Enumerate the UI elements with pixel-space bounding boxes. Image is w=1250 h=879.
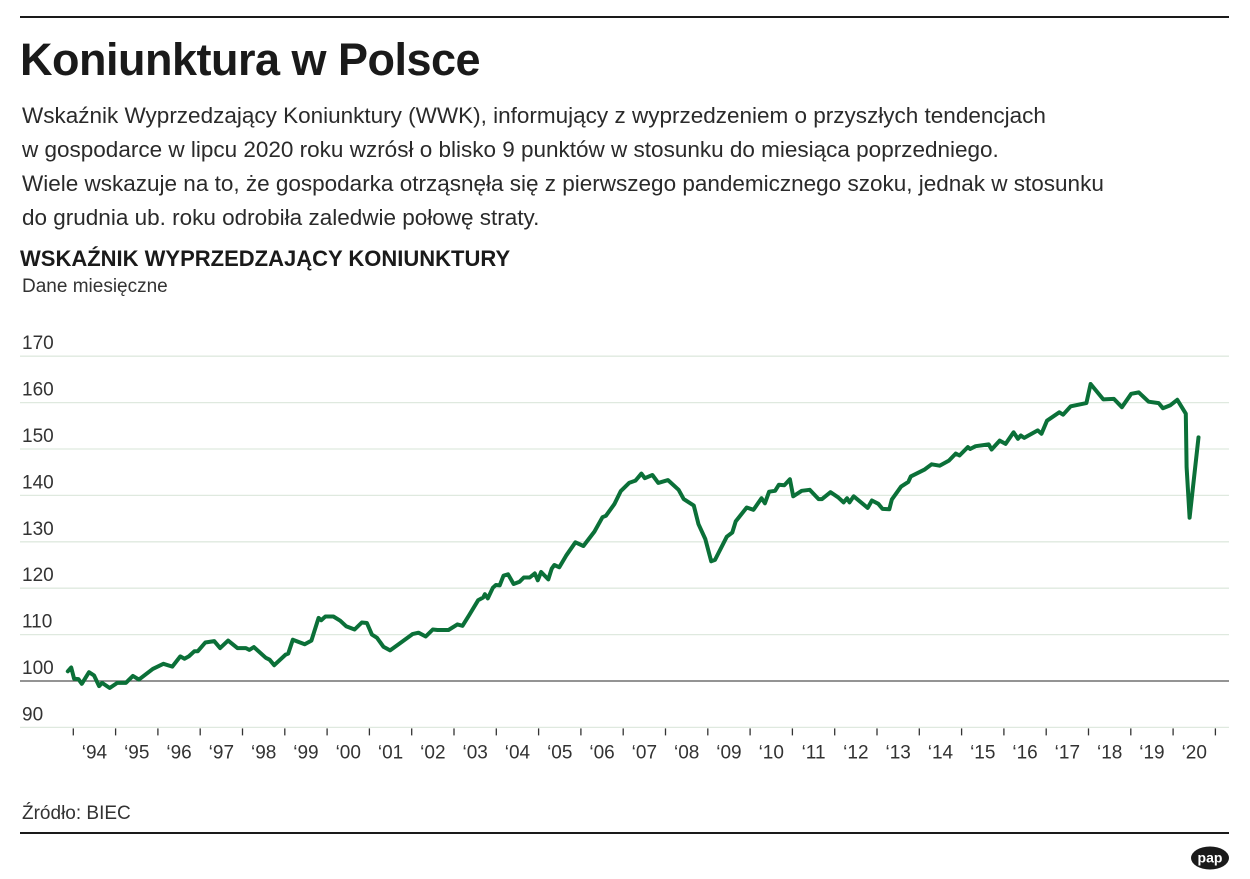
x-axis: ‘94 ‘95 ‘96 ‘97 ‘98 ‘99 ‘00 ‘01 ‘02 ‘03 ‘04 ‘05 ‘06 ‘… [72, 728, 1217, 763]
x-tick-label: ‘11 [802, 742, 826, 763]
description-line: w gospodarce w lipcu 2020 roku wzrósł o … [22, 137, 999, 162]
x-tick-label: ‘12 [843, 742, 868, 763]
x-tick-label: ‘14 [928, 742, 954, 763]
x-tick-label: ‘15 [970, 742, 995, 763]
x-tick-label: ‘94 [82, 742, 108, 763]
x-tick-label: ‘01 [378, 742, 403, 763]
pap-logo: pap [1191, 846, 1229, 870]
series-line [65, 382, 1201, 690]
gridlines: 90 100 110 120 130 140 150 160 170 [20, 333, 1229, 729]
x-tick-label: ‘10 [759, 742, 784, 763]
source-note: Źródło: BIEC [22, 803, 131, 824]
x-tick-label: ‘04 [505, 742, 531, 763]
x-tick-label: ‘20 [1182, 742, 1207, 763]
top-rule [20, 16, 1229, 18]
y-tick-label: 150 [22, 426, 54, 447]
description-line: Wiele wskazuje na to, że gospodarka otrz… [22, 171, 1104, 196]
y-tick-label: 130 [22, 519, 54, 540]
x-tick-label: ‘06 [589, 742, 614, 763]
x-tick-label: ‘00 [336, 742, 361, 763]
x-tick-label: ‘17 [1055, 742, 1080, 763]
x-tick-label: ‘97 [209, 742, 234, 763]
description-line: do grudnia ub. roku odrobiła zaledwie po… [22, 205, 540, 230]
x-tick-label: ‘08 [674, 742, 699, 763]
x-tick-label: ‘19 [1139, 742, 1164, 763]
page-title: Koniunktura w Polsce [20, 34, 481, 85]
chart-title: WSKAŹNIK WYPRZEDZAJĄCY KONIUNKTURY [20, 246, 511, 271]
y-tick-label: 90 [22, 704, 43, 725]
bottom-rule [20, 832, 1229, 834]
y-tick-label: 110 [22, 612, 52, 633]
y-tick-label: 120 [22, 565, 54, 586]
x-tick-label: ‘09 [716, 742, 741, 763]
description-line: Wskaźnik Wyprzedzający Koniunktury (WWK)… [22, 103, 1046, 128]
x-tick-label: ‘95 [124, 742, 149, 763]
x-tick-label: ‘07 [632, 742, 657, 763]
x-tick-label: ‘99 [293, 742, 318, 763]
x-tick-label: ‘16 [1012, 742, 1037, 763]
y-tick-label: 140 [22, 472, 54, 493]
y-tick-label: 170 [22, 333, 54, 354]
svg-text:pap: pap [1198, 850, 1223, 866]
y-tick-label: 160 [22, 380, 54, 401]
x-tick-label: ‘96 [166, 742, 191, 763]
x-tick-label: ‘18 [1097, 742, 1122, 763]
x-tick-label: ‘03 [462, 742, 487, 763]
x-tick-label: ‘05 [547, 742, 572, 763]
y-tick-label: 100 [22, 658, 54, 679]
chart-subtitle: Dane miesięczne [22, 276, 168, 297]
x-tick-label: ‘02 [420, 742, 445, 763]
x-tick-label: ‘13 [885, 742, 910, 763]
description: Wskaźnik Wyprzedzający Koniunktury (WWK)… [22, 99, 1104, 235]
x-tick-label: ‘98 [251, 742, 276, 763]
